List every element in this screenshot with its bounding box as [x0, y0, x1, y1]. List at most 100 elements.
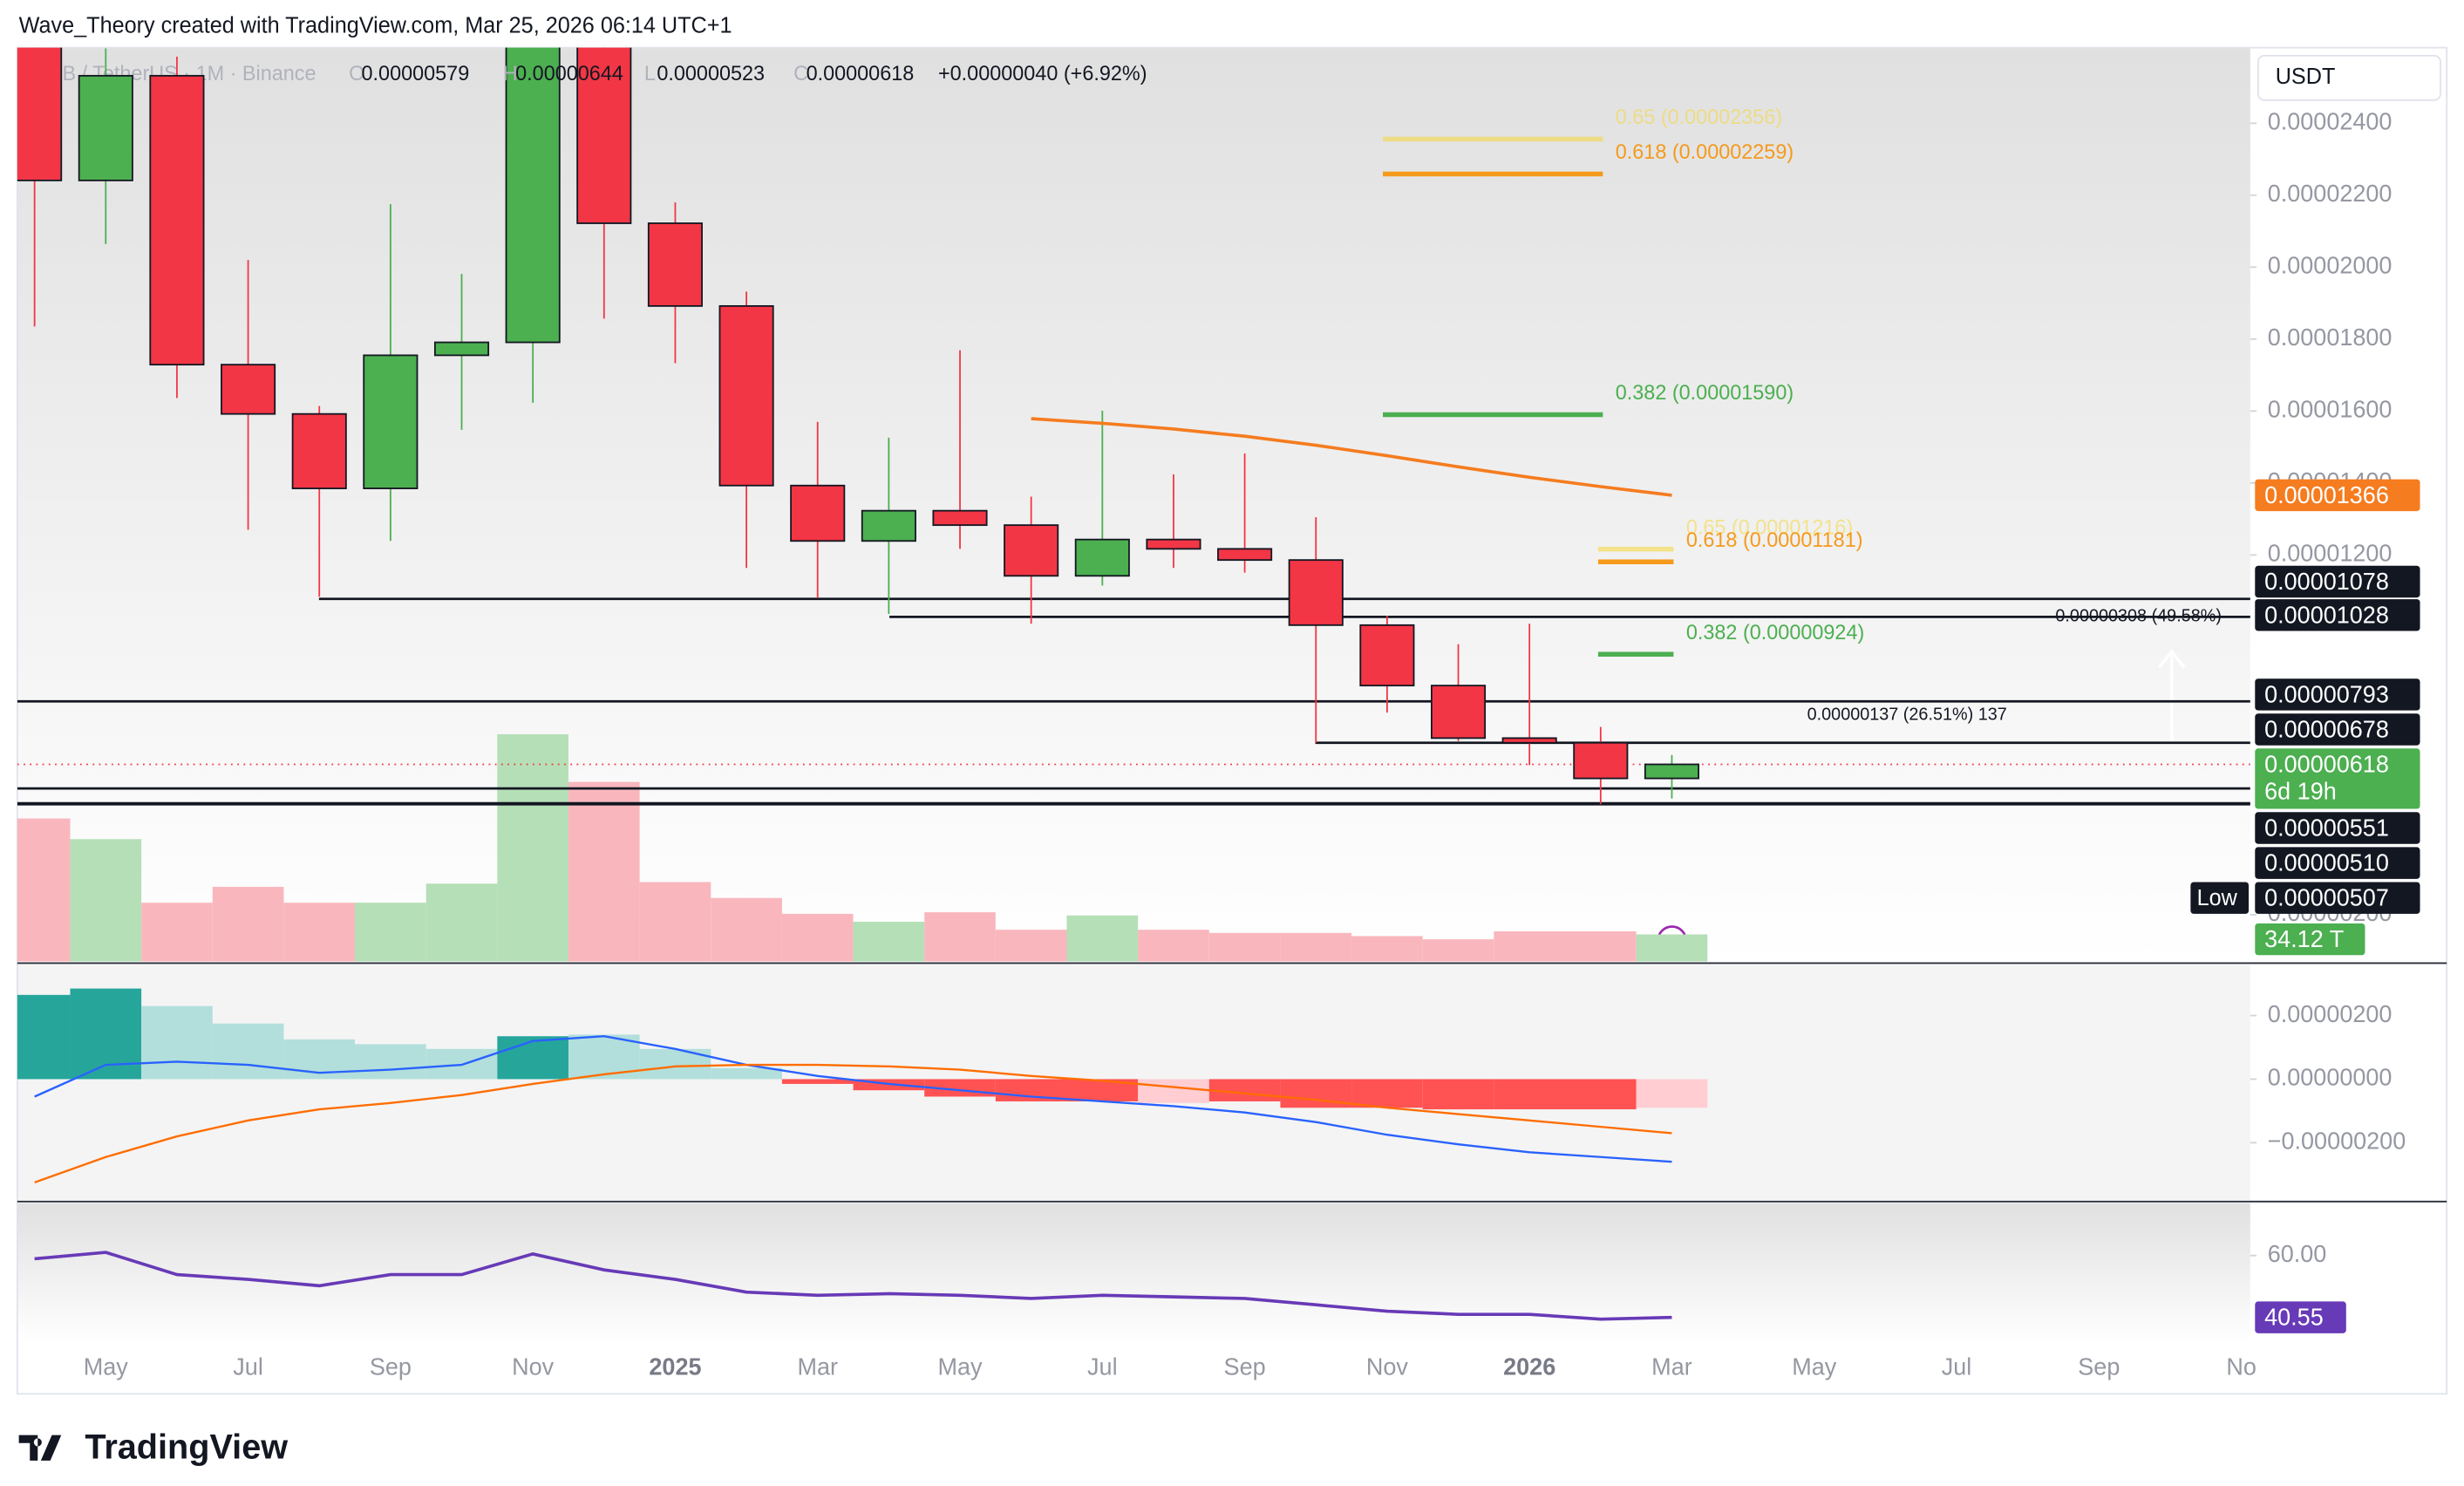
price-label: 0.00000618 [2264, 750, 2389, 777]
candle-body [1359, 624, 1415, 687]
fib-label: 0.382 (0.00000924) [1686, 621, 1864, 644]
candle-body [1217, 548, 1273, 562]
volume-bar [1208, 932, 1281, 962]
macd-histogram-bar [1138, 1079, 1209, 1103]
macd-histogram-bar [17, 994, 71, 1080]
fib-label: 0.618 (0.00002259) [1616, 140, 1794, 163]
level-label: 0.00001028 [2264, 601, 2389, 628]
fib-label: 0.382 (0.00001590) [1616, 381, 1794, 404]
volume-bar [853, 922, 925, 962]
x-tick-label: Mar [1651, 1353, 1692, 1380]
volume-bar [1066, 915, 1139, 962]
level-label: 0.00000678 [2264, 715, 2389, 742]
ohlc-key: O [349, 62, 364, 85]
currency[interactable]: USDT [2276, 65, 2336, 89]
x-tick-label: Jul [1942, 1353, 1972, 1380]
low-label: Low [2197, 886, 2238, 910]
measure-arrow-head [2157, 649, 2186, 669]
x-tick-label: May [1792, 1353, 1836, 1380]
volume-bar [1138, 930, 1209, 962]
x-tick-label: 2026 [1503, 1353, 1555, 1380]
volume-bar [639, 882, 711, 962]
fib-label: 0.65 (0.00001216) [1686, 515, 1853, 538]
volume-bar [70, 839, 142, 962]
level-label: 0.00000510 [2264, 849, 2389, 876]
macd-histogram-bar [1494, 1079, 1565, 1110]
level-label-box [2255, 565, 2420, 598]
plot [17, 47, 2250, 1321]
logo-text: TradingView [85, 1428, 289, 1466]
level-label-box [2255, 713, 2420, 746]
level-label: 0.00000793 [2264, 680, 2389, 707]
macd-histogram-bar [1564, 1079, 1637, 1110]
x-tick-label: 2025 [649, 1353, 701, 1380]
x-tick-label: Mar [797, 1353, 838, 1380]
x-tick-label: Jul [1087, 1353, 1118, 1380]
ma-label: 0.00001366 [2264, 481, 2389, 508]
macd-line [34, 1035, 1672, 1163]
moving-average [1031, 417, 1672, 497]
measure-label: 0.00000137 (26.51%) 137 [1807, 705, 2007, 724]
volume-bar [711, 897, 782, 962]
macd-histogram-bar [141, 1005, 213, 1080]
countdown: 6d 19h [2264, 777, 2337, 804]
candle-body [221, 364, 276, 415]
macd-histogram-bar [1351, 1079, 1423, 1108]
level-label-box [2255, 599, 2420, 631]
volume-bar [568, 781, 640, 962]
price-pane-bg [17, 47, 2250, 962]
rsi-label-box [2255, 1301, 2346, 1333]
frame [16, 46, 2448, 1395]
macd-histogram-bar [1636, 1079, 1708, 1108]
volume-bar [1422, 939, 1494, 962]
volume-label: 34.12 T [2264, 925, 2344, 952]
x-tick-label: Nov [1366, 1353, 1408, 1380]
ohlc-key: H [503, 62, 518, 85]
candle-body [790, 484, 846, 542]
rsi-pane-bg [17, 1203, 2250, 1343]
candle-body [1501, 737, 1557, 744]
volume-bar [1636, 934, 1708, 962]
x-tick-label: Sep [2078, 1353, 2120, 1380]
volume-bar [497, 733, 568, 962]
overlay: O0.00000579 H0.00000644 L 0.00000523 C0.0000… [84, 62, 2420, 1380]
ohlc-value: 0.00000618 [807, 62, 915, 85]
y-tick-label: 60.00 [2268, 1240, 2327, 1267]
y-tick-label: 0.00002000 [2268, 251, 2393, 278]
macd-histogram-bar [1208, 1079, 1281, 1101]
candle-body [1430, 685, 1487, 740]
currency-button[interactable] [2256, 54, 2441, 101]
level-label-box [2255, 847, 2420, 879]
volume-bar [1280, 932, 1352, 962]
candle-body [78, 74, 133, 181]
candle-body [433, 341, 490, 357]
y-tick-label: 0.00002200 [2268, 180, 2393, 207]
candle-body [1644, 763, 1700, 780]
rsi-line [34, 1251, 1672, 1321]
macd-histogram-bar [711, 1067, 782, 1080]
candle-body [291, 412, 347, 489]
ohlc-value: 0.00000644 [515, 62, 623, 85]
macd-histogram-bar [355, 1044, 426, 1080]
candle-body [363, 354, 419, 489]
level-label-box [2255, 812, 2420, 844]
level-label: 0.00000551 [2264, 814, 2389, 841]
x-tick-label: No [2226, 1353, 2256, 1380]
price-box [2255, 748, 2420, 809]
candle-body [647, 222, 703, 307]
volume-bar [1351, 936, 1423, 962]
level-label: 0.00000507 [2264, 884, 2389, 911]
macd-histogram-bar [212, 1023, 284, 1080]
level-label-box [2255, 678, 2420, 711]
fib-label: 0.65 (0.00002356) [1616, 106, 1782, 128]
candle-body [505, 47, 561, 344]
volume-bar [212, 886, 284, 962]
candle-body [149, 74, 205, 366]
ohlc-key: L [644, 62, 656, 85]
y-tick-label: 0.00000200 [2268, 1000, 2393, 1027]
x-tick-label: May [937, 1353, 982, 1380]
volume-bar [995, 930, 1067, 962]
volume-bar [283, 903, 356, 962]
candle-body [1074, 538, 1130, 577]
y-tick-label: 0.00001800 [2268, 324, 2393, 351]
